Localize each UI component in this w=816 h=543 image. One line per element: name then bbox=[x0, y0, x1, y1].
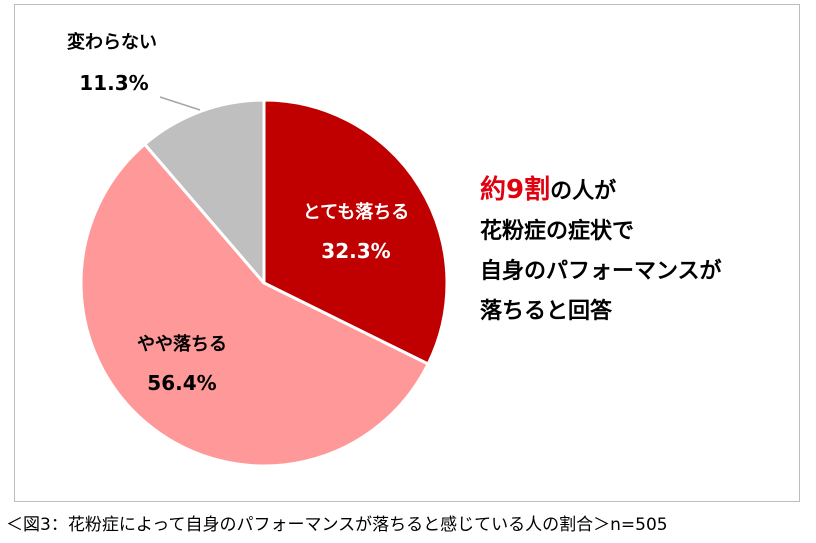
headline-line-4: 落ちると回答 bbox=[480, 299, 613, 324]
slice-value-1: 32.3% bbox=[321, 239, 390, 263]
headline-line-1-rest: の人が bbox=[550, 179, 617, 204]
slice-label-2: やや落ちる bbox=[137, 334, 227, 355]
figure-caption: ＜図3：花粉症によって自身のパフォーマンスが落ちると感じている人の割合＞n=50… bbox=[6, 515, 668, 535]
pie-slice-2 bbox=[79, 142, 430, 468]
slice-value-2: 56.4% bbox=[147, 371, 216, 395]
slice-label-3: 変わらない bbox=[67, 31, 157, 53]
headline-line-3: 自身のパフォーマンスが bbox=[480, 259, 722, 284]
leader-line-3 bbox=[159, 96, 201, 111]
headline-line-2: 花粉症の症状で bbox=[480, 219, 635, 244]
slice-value-3: 11.3% bbox=[79, 71, 148, 95]
slice-label-1: とても落ちる bbox=[303, 202, 410, 223]
pie-chart: とても落ちる 32.3% やや落ちる 56.4% 変わらない 11.3% bbox=[67, 31, 449, 468]
headline-line-1: 約9割の人が bbox=[480, 170, 790, 212]
pie-slice-3 bbox=[143, 98, 266, 285]
pie-slice-1 bbox=[262, 98, 449, 366]
headline-emphasis: 約9割 bbox=[480, 175, 551, 205]
headline-text: 約9割の人が 花粉症の症状で 自身のパフォーマンスが 落ちると回答 bbox=[480, 170, 790, 332]
